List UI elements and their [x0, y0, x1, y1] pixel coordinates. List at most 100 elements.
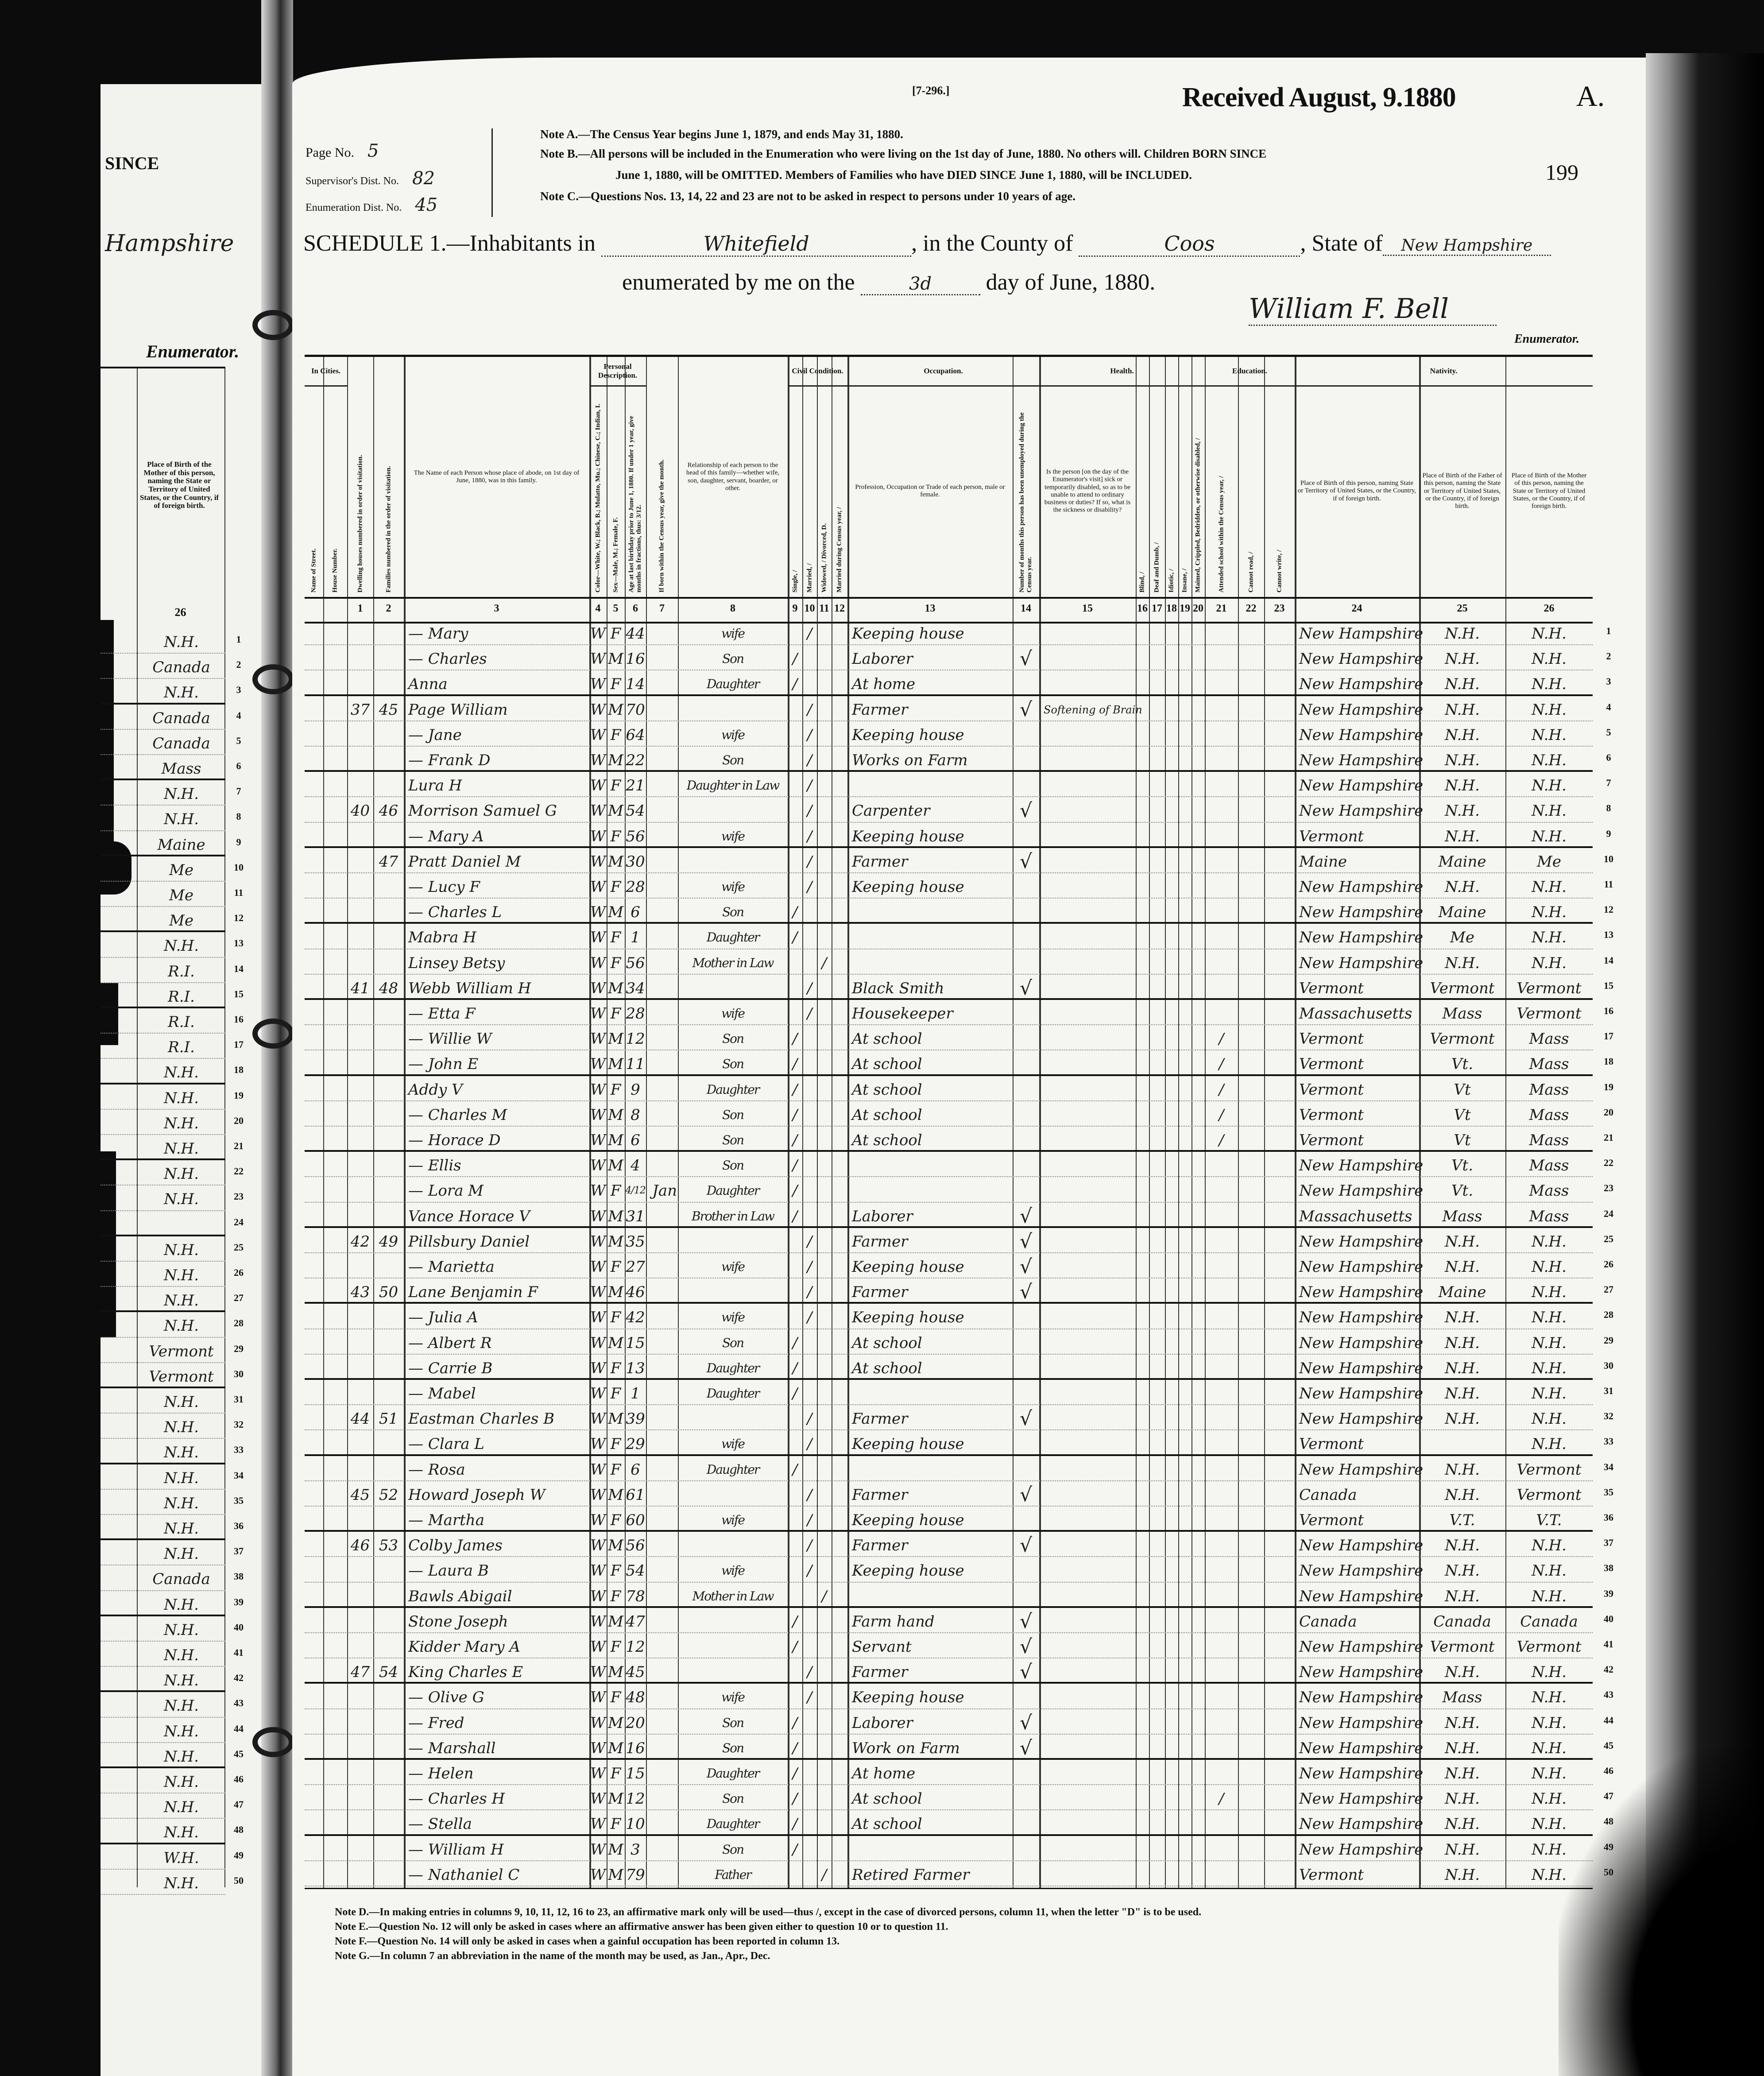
cell-name: Bawls Abigail — [408, 1587, 512, 1605]
cell-occupation: Farmer — [852, 1663, 908, 1681]
cell-birthplace: New Hampshire — [1299, 1765, 1424, 1782]
cell-name: Morrison Samuel G — [408, 802, 557, 820]
cell-birthplace: New Hampshire — [1299, 1815, 1424, 1833]
column-divider — [1039, 357, 1041, 1888]
cell-relation: wife — [721, 727, 745, 742]
census-table: In Cities. Personal Description. Civil Con… — [305, 355, 1613, 1889]
cell-family: 47 — [379, 852, 398, 871]
column-header-text: Single, / — [791, 570, 798, 593]
row-number: 30 — [234, 1368, 244, 1379]
cell-name: — Stella — [408, 1815, 472, 1833]
cell-mother-birthplace: N.H. — [1532, 1714, 1567, 1732]
cell-father-birthplace: Vt. — [1451, 1157, 1474, 1175]
cell-unemployed: √ — [1019, 1281, 1033, 1304]
table-row: — Mabel W F 1 Daughter / New Hampshire N.H. N.H. — [305, 1380, 1593, 1406]
cell-birthplace: Vermont — [1299, 1106, 1364, 1124]
cell-mother-birthplace — [140, 1211, 222, 1236]
enumeration-date-line: enumerated by me on the 3d day of June, … — [622, 269, 1155, 295]
cell-month: Jan — [652, 1182, 677, 1200]
row-number: 49 — [1604, 1841, 1613, 1852]
cell-occupation: Work on Farm — [852, 1739, 960, 1757]
column-number: 2 — [386, 603, 391, 614]
cell-married: / — [807, 777, 812, 795]
cell-dwelling: 46 — [350, 1537, 370, 1555]
cell-birthplace: New Hampshire — [1299, 878, 1424, 896]
cell-birthplace: New Hampshire — [1299, 1840, 1424, 1859]
cell-single: / — [792, 650, 798, 668]
cell-sex: F — [610, 1460, 621, 1479]
left-page-row: Vermont — [101, 1363, 225, 1388]
cell-name: — Mary — [408, 625, 468, 643]
cell-name: — Jane — [408, 726, 462, 744]
table-row: — Charles L W M 6 Son / New Hampshire Maine N.H. — [305, 899, 1593, 924]
table-row: — Frank D W M 22 Son / Works on Farm New Hampsh… — [305, 747, 1593, 772]
cell-sex: M — [608, 701, 623, 719]
cell-mother-birthplace: Vermont — [1516, 1005, 1582, 1023]
cell-mother-birthplace: N.H. — [1532, 929, 1567, 947]
cell-occupation: At school — [852, 1106, 922, 1124]
cell-father-birthplace: N.H. — [1445, 701, 1480, 719]
column-header-14: Number of months this person has been un… — [1013, 385, 1039, 597]
column-number: 22 — [1246, 603, 1257, 614]
column-number: 14 — [1021, 603, 1031, 614]
cell-father-birthplace: N.H. — [1445, 827, 1480, 845]
row-number: 11 — [234, 887, 244, 898]
row-number: 7 — [1606, 777, 1611, 789]
cell-sex: F — [610, 929, 621, 947]
cell-dwelling: 45 — [350, 1486, 370, 1504]
cell-birthplace: Vermont — [1299, 1131, 1364, 1149]
cell-father-birthplace: N.H. — [1445, 650, 1480, 668]
column-number: 17 — [1152, 603, 1162, 614]
county-label: , in the County of — [911, 231, 1073, 256]
cell-married: / — [807, 827, 812, 845]
cell-color: W — [590, 929, 606, 947]
column-header-23: Cannot write, / — [1264, 385, 1295, 597]
cell-sex: M — [608, 1739, 623, 1757]
cell-family: 52 — [379, 1486, 398, 1504]
cell-sex: M — [608, 1232, 623, 1251]
cell-father-birthplace: N.H. — [1445, 1840, 1480, 1859]
column-header-10: Married, / — [802, 385, 817, 597]
cell-sex: F — [610, 1359, 621, 1377]
cell-single: / — [792, 1131, 798, 1149]
cell-occupation: At school — [852, 1790, 922, 1808]
cell-mother-birthplace: N.H. — [1532, 1689, 1567, 1707]
column-header-text: Cannot read, / — [1247, 552, 1254, 593]
cell-color: W — [590, 1309, 606, 1327]
cell-father-birthplace: N.H. — [1445, 1258, 1480, 1276]
table-row: — Fred W M 20 Son / Laborer √ New Hampshire N.H. N… — [305, 1709, 1593, 1735]
cell-age: 22 — [626, 751, 645, 769]
row-number: 37 — [234, 1545, 244, 1557]
supervisor-district-field: Supervisor's Dist. No. 82 — [306, 168, 435, 189]
cell-mother-birthplace: Canada — [152, 709, 210, 727]
cell-married: / — [807, 802, 812, 820]
cell-name: Linsey Betsy — [408, 954, 505, 972]
torn-edge — [101, 1151, 116, 1337]
left-page-row: N.H. — [101, 1515, 225, 1541]
left-page-row: Canada — [101, 730, 225, 755]
cell-widowed: / — [821, 1587, 827, 1605]
brace — [487, 128, 493, 217]
cell-mother-birthplace: N.H. — [1532, 777, 1567, 795]
cell-mother-birthplace: Vermont — [1516, 979, 1582, 997]
column-divider — [1178, 357, 1179, 1888]
left-page-row: N.H. — [101, 1185, 225, 1211]
cell-color: W — [590, 827, 606, 845]
column-number: 20 — [1193, 603, 1203, 614]
cell-father-birthplace: N.H. — [1445, 726, 1480, 744]
torn-edge — [101, 983, 118, 1045]
cell-mother-birthplace: N.H. — [1532, 1815, 1567, 1833]
left-page-row: R.I. — [101, 983, 225, 1008]
table-row: Linsey Betsy W F 56 Mother in Law / New Hampsh… — [305, 949, 1593, 975]
enumeration-district-field: Enumeration Dist. No. 45 — [306, 195, 437, 215]
cell-color: W — [590, 751, 606, 769]
cell-father-birthplace: Vt — [1454, 1106, 1471, 1124]
column-divider — [1205, 357, 1206, 1888]
cell-color: W — [590, 701, 606, 719]
table-row: — Ellis W M 4 Son / New Hampshire Vt. Mass — [305, 1152, 1593, 1177]
row-number: 27 — [234, 1292, 244, 1304]
left-page-row: N.H. — [101, 1667, 225, 1693]
column-header-text: Place of Birth of the Mother of this per… — [1511, 472, 1587, 510]
cell-color: W — [590, 777, 606, 795]
table-row: 40 46 Morrison Samuel G W M 54 / Carpenter √ New … — [305, 797, 1593, 823]
